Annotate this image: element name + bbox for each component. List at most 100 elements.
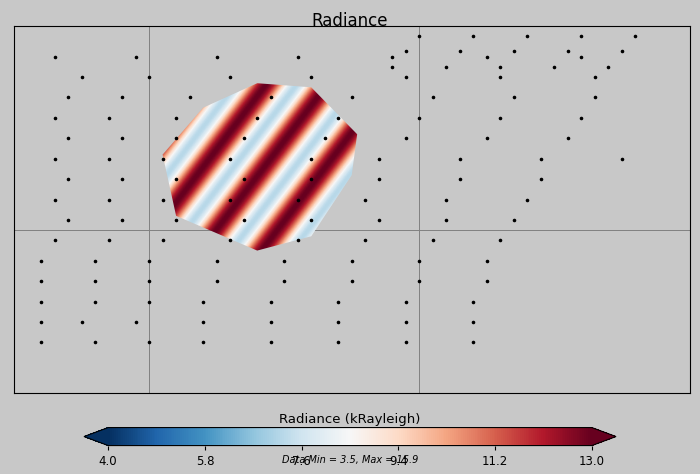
Point [386,53,398,61]
Point [495,73,506,81]
Point [225,237,236,244]
Point [332,338,344,346]
Point [279,257,290,264]
Title: Radiance (kRayleigh): Radiance (kRayleigh) [279,413,421,427]
Point [617,47,628,55]
Point [306,216,317,224]
Point [116,216,127,224]
Point [90,338,101,346]
Point [292,196,303,203]
PathPatch shape [84,428,108,446]
Point [332,114,344,122]
Point [617,155,628,163]
Point [238,216,249,224]
Point [144,338,155,346]
Point [508,216,519,224]
Point [360,237,371,244]
Point [360,196,371,203]
Point [454,47,466,55]
Point [211,257,223,264]
Point [427,237,438,244]
Point [603,63,614,71]
Point [130,318,141,326]
Point [103,237,114,244]
Point [36,277,47,285]
Point [536,175,547,183]
Point [306,175,317,183]
Point [144,277,155,285]
Point [427,94,438,101]
PathPatch shape [592,428,616,446]
Point [495,114,506,122]
Point [171,216,182,224]
Point [36,338,47,346]
Point [265,94,276,101]
Point [116,94,127,101]
Point [468,33,479,40]
Point [238,135,249,142]
Point [549,63,560,71]
Point [157,237,168,244]
Point [211,277,223,285]
Point [90,298,101,305]
Point [265,338,276,346]
Point [332,298,344,305]
Point [90,277,101,285]
Point [90,257,101,264]
Point [49,196,60,203]
Text: Data Min = 3.5, Max = 15.9: Data Min = 3.5, Max = 15.9 [282,456,418,465]
Point [400,135,412,142]
Point [441,216,452,224]
Point [346,277,357,285]
Point [373,175,384,183]
Point [414,257,425,264]
Point [225,196,236,203]
Point [49,155,60,163]
Point [144,73,155,81]
Point [414,33,425,40]
Point [49,114,60,122]
Point [481,257,492,264]
Point [306,73,317,81]
Point [103,196,114,203]
Point [481,53,492,61]
Point [495,237,506,244]
Point [400,298,412,305]
Point [36,318,47,326]
Point [49,237,60,244]
Point [589,73,601,81]
Point [400,318,412,326]
Point [373,155,384,163]
Point [495,63,506,71]
Point [171,175,182,183]
Point [306,155,317,163]
Point [265,298,276,305]
Point [468,318,479,326]
Point [62,135,74,142]
Point [373,216,384,224]
Point [400,73,412,81]
Point [576,53,587,61]
Text: Radiance: Radiance [312,12,388,30]
Point [346,257,357,264]
Point [62,175,74,183]
Point [238,175,249,183]
Point [454,175,466,183]
Point [468,298,479,305]
Point [576,33,587,40]
Point [562,47,573,55]
Point [103,114,114,122]
Point [522,196,533,203]
Point [184,94,195,101]
Point [49,53,60,61]
Point [197,318,209,326]
Point [62,216,74,224]
Point [36,298,47,305]
Point [279,277,290,285]
Point [319,135,330,142]
Point [630,33,641,40]
Point [414,277,425,285]
Point [251,114,262,122]
Point [157,196,168,203]
Point [36,257,47,264]
